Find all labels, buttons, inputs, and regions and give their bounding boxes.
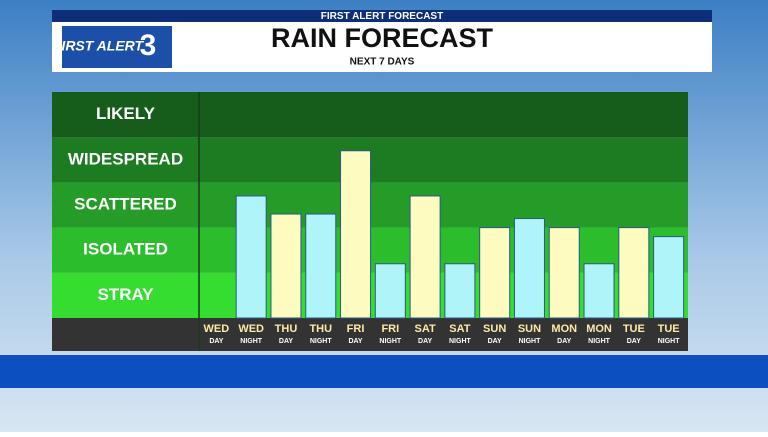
bar <box>479 227 511 319</box>
x-tick-label: SAT <box>415 323 436 335</box>
x-tick-sublabel: DAY <box>627 338 641 345</box>
bar <box>653 236 685 319</box>
x-tick-label: MON <box>551 323 577 335</box>
x-tick-label: TUE <box>658 323 680 335</box>
x-tick-sublabel: NIGHT <box>449 338 472 345</box>
x-tick-label: THU <box>275 323 298 335</box>
x-tick-sublabel: DAY <box>418 338 432 345</box>
x-tick-sublabel: NIGHT <box>379 338 402 345</box>
bar <box>340 150 372 319</box>
band <box>52 92 688 138</box>
y-tick-label: STRAY <box>97 285 154 304</box>
chart-subtitle: NEXT 7 DAYS <box>350 57 415 68</box>
x-tick-label: SAT <box>449 323 470 335</box>
bar <box>409 195 441 319</box>
x-tick-sublabel: DAY <box>279 338 293 345</box>
x-tick-sublabel: NIGHT <box>658 338 681 345</box>
bar <box>583 263 615 319</box>
y-tick-label: ISOLATED <box>83 240 168 259</box>
bar <box>270 213 302 319</box>
bar <box>548 227 580 319</box>
chart-title: RAIN FORECAST <box>271 23 494 53</box>
x-tick-label: SUN <box>518 323 541 335</box>
x-tick-label: THU <box>309 323 332 335</box>
x-tick-sublabel: DAY <box>557 338 571 345</box>
bar <box>374 263 406 319</box>
x-tick-label: MON <box>586 323 612 335</box>
x-tick-sublabel: NIGHT <box>240 338 263 345</box>
x-tick-sublabel: DAY <box>488 338 502 345</box>
x-tick-label: FRI <box>347 323 365 335</box>
category-row <box>52 318 688 351</box>
x-tick-sublabel: NIGHT <box>588 338 611 345</box>
bar <box>235 195 267 319</box>
x-tick-label: WED <box>204 323 230 335</box>
y-tick-label: WIDESPREAD <box>68 149 183 168</box>
bottom-band <box>0 355 768 388</box>
x-tick-sublabel: NIGHT <box>519 338 542 345</box>
logo <box>62 26 172 68</box>
bar <box>444 263 476 319</box>
bar <box>513 218 545 319</box>
bar <box>618 227 650 319</box>
logo-text: FIRST ALERT <box>53 38 145 54</box>
y-tick-label: SCATTERED <box>74 194 177 213</box>
x-tick-sublabel: DAY <box>209 338 223 345</box>
banner-bar <box>52 10 712 22</box>
x-tick-label: FRI <box>381 323 399 335</box>
x-tick-label: WED <box>238 323 264 335</box>
banner-text: FIRST ALERT FORECAST <box>321 11 443 22</box>
y-tick-label: LIKELY <box>96 104 156 123</box>
x-tick-label: TUE <box>623 323 645 335</box>
plot: STRAY ISOLATED SCATTERED WIDESPREAD LIKELY WE… <box>52 92 688 351</box>
x-tick-sublabel: DAY <box>348 338 362 345</box>
x-tick-sublabel: NIGHT <box>310 338 333 345</box>
x-tick-label: SUN <box>483 323 506 335</box>
bar <box>305 213 337 319</box>
logo-number: 3 <box>140 29 157 62</box>
